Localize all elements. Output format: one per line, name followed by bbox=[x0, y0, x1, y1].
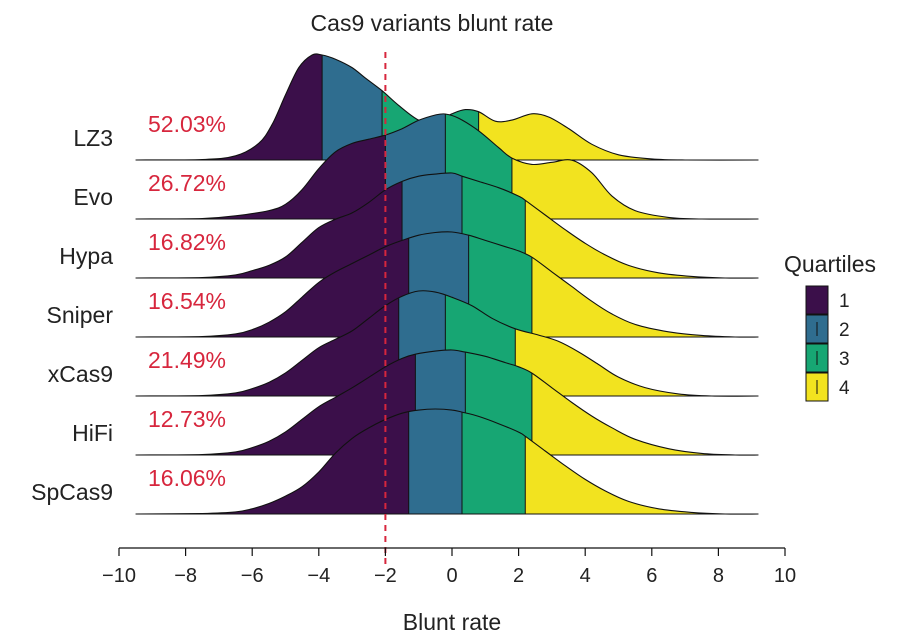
quartile-3-area bbox=[462, 412, 526, 514]
quartile-4-area bbox=[478, 111, 759, 161]
x-tick-label: 8 bbox=[713, 565, 724, 587]
density-outline bbox=[135, 172, 759, 279]
percent-label: 21.49% bbox=[148, 347, 226, 373]
x-tick-label: −6 bbox=[241, 565, 264, 587]
legend-label: 3 bbox=[839, 349, 850, 370]
chart-title: Cas9 variants blunt rate bbox=[311, 10, 554, 36]
x-axis-label: Blunt rate bbox=[403, 609, 501, 635]
legend-title: Quartiles bbox=[784, 251, 876, 277]
x-tick-label: 6 bbox=[646, 565, 657, 587]
x-tick-label: −2 bbox=[374, 565, 397, 587]
density-outline bbox=[135, 290, 759, 397]
quartile-4-area bbox=[531, 257, 759, 338]
quartile-4-area bbox=[511, 158, 759, 220]
legend-label: 1 bbox=[839, 291, 850, 312]
y-label: Sniper bbox=[47, 302, 114, 328]
quartile-1-area bbox=[135, 354, 416, 455]
quartile-4-area bbox=[525, 436, 759, 515]
quartile-4-area bbox=[525, 200, 759, 279]
percent-label: 16.82% bbox=[148, 229, 226, 255]
y-label: Evo bbox=[73, 184, 113, 210]
ridges bbox=[135, 53, 759, 515]
y-label: LZ3 bbox=[73, 125, 113, 151]
x-tick-label: 4 bbox=[580, 565, 591, 587]
quartile-1-area bbox=[135, 54, 323, 160]
x-tick-label: 10 bbox=[774, 565, 796, 587]
legend-label: 2 bbox=[839, 320, 850, 341]
quartile-1-area bbox=[135, 135, 386, 219]
percent-labels: 52.03% 26.72% 16.82% 16.54% 21.49% 12.73% 16.0… bbox=[148, 111, 226, 491]
percent-label: 16.06% bbox=[148, 465, 226, 491]
x-tick-label: 0 bbox=[446, 565, 457, 587]
y-label: Hypa bbox=[59, 243, 113, 269]
percent-label: 16.54% bbox=[148, 288, 226, 314]
ridge-spcas9 bbox=[135, 408, 759, 515]
quartile-4-area bbox=[531, 373, 759, 456]
quartile-4-area bbox=[515, 328, 759, 397]
percent-label: 26.72% bbox=[148, 170, 226, 196]
quartile-2-area bbox=[322, 55, 383, 160]
quartile-1-area bbox=[135, 411, 409, 514]
density-outline bbox=[135, 231, 759, 338]
quartile-1-area bbox=[135, 298, 399, 396]
quartile-1-area bbox=[135, 238, 409, 337]
x-tick-label: −10 bbox=[102, 565, 136, 587]
percent-label: 12.73% bbox=[148, 406, 226, 432]
legend-swatch bbox=[805, 285, 829, 315]
legend-label: 4 bbox=[839, 378, 850, 399]
y-label: HiFi bbox=[72, 420, 113, 446]
density-outline bbox=[135, 113, 759, 220]
legend: Quartiles 1 2 3 4 bbox=[784, 251, 876, 402]
density-outline bbox=[135, 349, 759, 456]
density-outline bbox=[135, 408, 759, 515]
quartile-3-area bbox=[468, 235, 532, 337]
quartile-1-area bbox=[135, 181, 403, 278]
quartile-2-area bbox=[408, 409, 462, 514]
percent-label: 52.03% bbox=[148, 111, 226, 137]
x-tick-label: 2 bbox=[513, 565, 524, 587]
x-tick-label: −4 bbox=[307, 565, 330, 587]
y-label: SpCas9 bbox=[31, 479, 113, 505]
y-label: xCas9 bbox=[48, 361, 113, 387]
y-axis-labels: LZ3 Evo Hypa Sniper xCas9 HiFi SpCas9 bbox=[31, 125, 113, 505]
x-tick-label: −8 bbox=[174, 565, 197, 587]
x-axis: −10 −8 −6 −4 −2 0 2 4 6 8 10 bbox=[102, 547, 796, 587]
